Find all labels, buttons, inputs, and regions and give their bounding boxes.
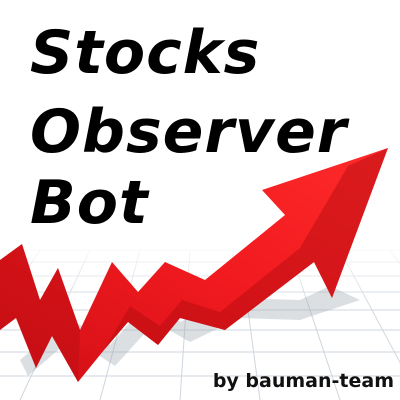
red-rising-arrow [0,148,388,382]
title-line-stocks: Stocks [30,18,261,88]
title-line-bot: Bot [30,168,149,238]
author-credit: by bauman-team [212,370,394,392]
arrow-shadow [20,286,360,376]
title-line-observer: Observer [30,97,348,167]
